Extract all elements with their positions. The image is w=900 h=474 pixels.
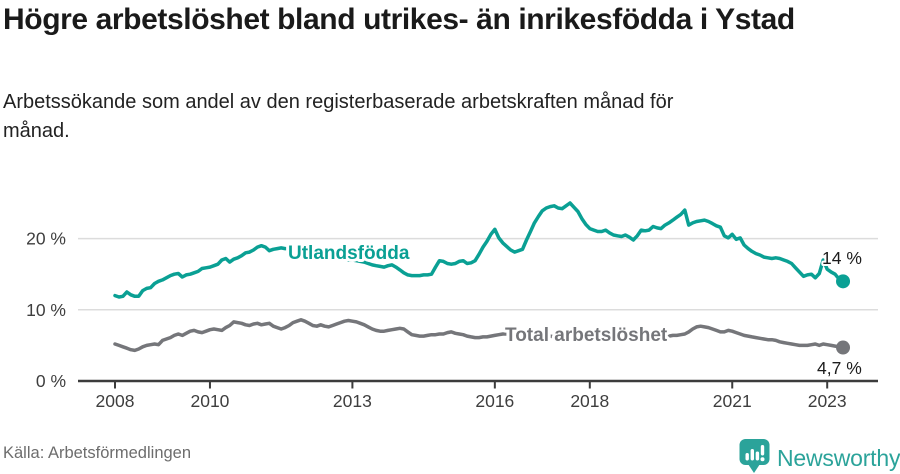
- series-end-dot-total: [836, 340, 851, 355]
- x-tick-label-2008: 2008: [96, 391, 135, 411]
- x-tick-label-2010: 2010: [190, 391, 229, 411]
- logo-bar-1: [745, 453, 749, 461]
- logo-exclamation-stem: [760, 445, 765, 456]
- logo-bubble: [739, 439, 770, 465]
- logo-bubble-tail: [748, 464, 760, 473]
- page-title: Högre arbetslöshet bland utrikes- än inr…: [3, 3, 795, 36]
- logo-bar-3: [755, 451, 760, 461]
- newsworthy-logo: Newsworthy: [738, 438, 900, 474]
- series-label-utlandsfodda: Utlandsfödda: [288, 243, 410, 264]
- x-tick-label-2018: 2018: [570, 391, 609, 411]
- source-note: Källa: Arbetsförmedlingen: [3, 444, 192, 462]
- end-value-label-total: 4,7 %: [817, 358, 862, 378]
- x-tick-label-2016: 2016: [475, 391, 514, 411]
- newsworthy-bar-chart-icon: [739, 439, 770, 473]
- series-line-utlandsfodda: [113, 201, 845, 299]
- newsworthy-wordmark: Newsworthy: [777, 445, 900, 471]
- logo-exclamation-dot: [760, 457, 765, 462]
- y-tick-label-10: 10 %: [26, 300, 66, 320]
- y-tick-label-20: 20 %: [26, 229, 66, 249]
- logo-bar-2: [750, 449, 754, 461]
- y-tick-label-0: 0 %: [36, 371, 66, 391]
- series-label-total: Total arbetslöshet: [505, 325, 668, 346]
- x-tick-label-2021: 2021: [713, 391, 752, 411]
- page-subtitle: Arbetssökande som andel av den registerb…: [3, 91, 674, 142]
- series-line-total: [113, 318, 845, 353]
- x-tick-label-2023: 2023: [808, 391, 847, 411]
- end-value-label-utlandsfodda: 14 %: [822, 248, 862, 268]
- series-end-dot-utlandsfodda: [836, 274, 851, 289]
- x-tick-label-2013: 2013: [333, 391, 372, 411]
